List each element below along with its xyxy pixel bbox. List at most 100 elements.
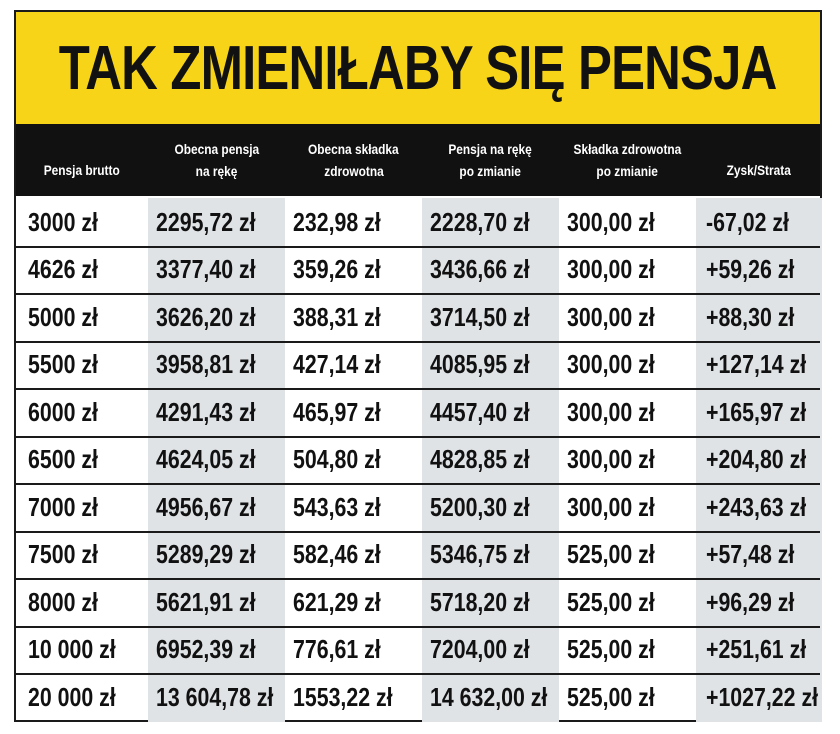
table-row: 8000 zł 5621,91 zł 621,29 zł 5718,20 zł 525,…	[16, 579, 820, 625]
cell-gain-loss: +204,80 zł	[706, 444, 807, 474]
cell-gain-loss: +96,29 zł	[706, 586, 795, 617]
cell-current-health: 465,97 zł	[293, 396, 381, 427]
table-row: 20 000 zł 13 604,78 zł 1553,22 zł 14 632,00…	[16, 674, 820, 720]
row-divider	[16, 388, 820, 390]
cell-gain-loss: +251,61 zł	[706, 634, 807, 664]
cell-current-net: 6952,39 zł	[156, 634, 256, 664]
row-divider	[16, 578, 820, 580]
row-divider	[16, 245, 820, 248]
table-row: 5500 zł 3958,81 zł 427,14 zł 4085,95 zł 300,…	[16, 342, 820, 388]
cell-new-net: 14 632,00 zł	[430, 681, 548, 712]
cell-current-health: 582,46 zł	[293, 539, 381, 569]
cell-new-health: 300,00 zł	[567, 301, 655, 332]
table-row: 4626 zł 3377,40 zł 359,26 zł 3436,66 zł 300,…	[16, 247, 820, 293]
cell-gain-loss: +165,97 zł	[706, 396, 807, 427]
table-row: 6500 zł 4624,05 zł 504,80 zł 4828,85 zł 300,…	[16, 437, 820, 483]
cell-new-net: 5200,30 zł	[430, 491, 530, 522]
header-gain-loss: Zysk/Strata	[726, 162, 792, 178]
column-shade	[696, 198, 822, 722]
cell-gain-loss: +1027,22 zł	[706, 681, 819, 712]
table-row: 7000 zł 4956,67 zł 543,63 zł 5200,30 zł 300,…	[16, 484, 820, 530]
row-divider	[16, 340, 820, 343]
header-new-net: Pensja na rękę po zmianie	[448, 141, 533, 179]
table-body: 3000 zł 2295,72 zł 232,98 zł 2228,70 zł 300,…	[16, 198, 822, 722]
cell-new-health: 525,00 zł	[567, 539, 655, 569]
cell-gain-loss: -67,02 zł	[706, 206, 789, 237]
cell-gross: 10 000 zł	[28, 634, 116, 664]
cell-new-health: 300,00 zł	[567, 396, 655, 427]
cell-gross: 8000 zł	[28, 586, 98, 617]
cell-new-net: 7204,00 zł	[430, 634, 530, 664]
cell-gain-loss: +57,48 zł	[706, 539, 795, 569]
row-divider	[16, 435, 820, 438]
header-new-health: Składka zdrowotna po zmianie	[573, 141, 682, 179]
cell-gain-loss: +59,26 zł	[706, 254, 795, 284]
table-row: 6000 zł 4291,43 zł 465,97 zł 4457,40 zł 300,…	[16, 389, 820, 435]
cell-gross: 20 000 zł	[28, 681, 116, 712]
title-bar: TAK ZMIENIŁABY SIĘ PENSJA	[16, 12, 820, 124]
row-divider	[16, 293, 820, 295]
row-divider	[16, 530, 820, 533]
cell-gross: 3000 zł	[28, 206, 98, 237]
cell-new-net: 5346,75 zł	[430, 539, 530, 569]
cell-new-net: 3714,50 zł	[430, 301, 530, 332]
cell-new-net: 4457,40 zł	[430, 396, 530, 427]
cell-current-net: 4956,67 zł	[156, 491, 256, 522]
table-row: 5000 zł 3626,20 zł 388,31 zł 3714,50 zł 300,…	[16, 294, 820, 340]
cell-new-net: 5718,20 zł	[430, 586, 530, 617]
cell-new-health: 525,00 zł	[567, 634, 655, 664]
cell-gain-loss: +127,14 zł	[706, 349, 807, 379]
row-divider	[16, 483, 820, 485]
cell-new-net: 4828,85 zł	[430, 444, 530, 474]
cell-current-net: 4291,43 zł	[156, 396, 256, 427]
column-shade	[148, 198, 285, 722]
cell-gain-loss: +88,30 zł	[706, 301, 795, 332]
cell-gross: 6000 zł	[28, 396, 98, 427]
cell-gross: 5500 zł	[28, 349, 98, 379]
page-title: TAK ZMIENIŁABY SIĘ PENSJA	[59, 33, 778, 103]
cell-current-net: 13 604,78 zł	[156, 681, 274, 712]
cell-new-health: 300,00 zł	[567, 349, 655, 379]
cell-gross: 4626 zł	[28, 254, 98, 284]
cell-new-health: 525,00 zł	[567, 681, 655, 712]
header-gross: Pensja brutto	[43, 162, 121, 178]
cell-gross: 7500 zł	[28, 539, 98, 569]
cell-current-net: 3626,20 zł	[156, 301, 256, 332]
cell-current-health: 427,14 zł	[293, 349, 381, 379]
cell-gross: 5000 zł	[28, 301, 98, 332]
cell-new-health: 300,00 zł	[567, 444, 655, 474]
header-current-net: Obecna pensja na rękę	[174, 141, 259, 179]
table-row: 10 000 zł 6952,39 zł 776,61 zł 7204,00 zł 52…	[16, 627, 820, 673]
cell-new-net: 4085,95 zł	[430, 349, 530, 379]
cell-new-health: 300,00 zł	[567, 254, 655, 284]
table-row: 7500 zł 5289,29 zł 582,46 zł 5346,75 zł 525,…	[16, 532, 820, 578]
salary-table: TAK ZMIENIŁABY SIĘ PENSJA Pensja brutto …	[14, 10, 822, 722]
cell-current-health: 1553,22 zł	[293, 681, 393, 712]
header-current-health: Obecna składka zdrowotna	[308, 141, 399, 179]
cell-current-net: 2295,72 zł	[156, 206, 256, 237]
cell-gross: 7000 zł	[28, 491, 98, 522]
cell-new-net: 3436,66 zł	[430, 254, 530, 284]
cell-current-net: 4624,05 zł	[156, 444, 256, 474]
cell-new-health: 525,00 zł	[567, 586, 655, 617]
cell-current-net: 5621,91 zł	[156, 586, 256, 617]
cell-gross: 6500 zł	[28, 444, 98, 474]
cell-new-net: 2228,70 zł	[430, 206, 530, 237]
cell-current-health: 359,26 zł	[293, 254, 381, 284]
table-row: 3000 zł 2295,72 zł 232,98 zł 2228,70 zł 300,…	[16, 199, 820, 245]
cell-new-health: 300,00 zł	[567, 206, 655, 237]
cell-current-health: 621,29 zł	[293, 586, 381, 617]
cell-gain-loss: +243,63 zł	[706, 491, 807, 522]
row-divider	[16, 673, 820, 675]
column-shade	[422, 198, 559, 722]
row-divider	[16, 625, 820, 628]
cell-current-health: 232,98 zł	[293, 206, 381, 237]
cell-current-net: 5289,29 zł	[156, 539, 256, 569]
cell-current-health: 388,31 zł	[293, 301, 381, 332]
cell-current-net: 3958,81 zł	[156, 349, 256, 379]
cell-current-net: 3377,40 zł	[156, 254, 256, 284]
cell-new-health: 300,00 zł	[567, 491, 655, 522]
cell-current-health: 776,61 zł	[293, 634, 381, 664]
cell-current-health: 504,80 zł	[293, 444, 381, 474]
cell-current-health: 543,63 zł	[293, 491, 381, 522]
